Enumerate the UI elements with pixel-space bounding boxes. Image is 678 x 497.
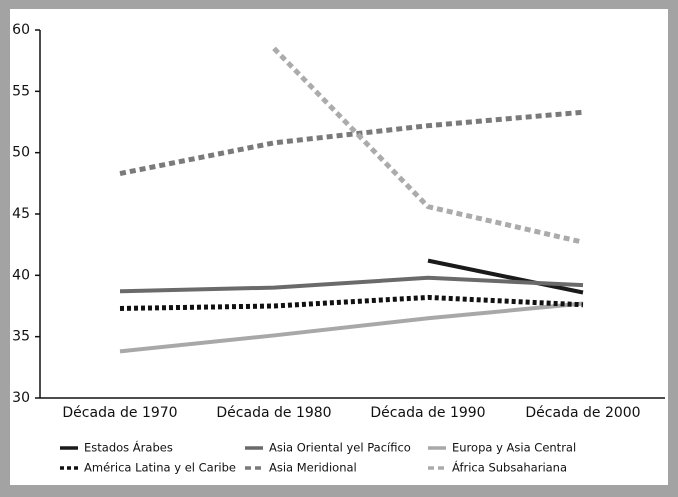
series-line: [119, 294, 584, 311]
legend-label: Asia Oriental yel Pacífico: [269, 441, 411, 455]
series-line: [427, 258, 584, 295]
y-tick-label: 35: [12, 329, 30, 345]
legend-label: Estados Árabes: [84, 440, 173, 455]
legend-label: Asia Meridional: [269, 461, 357, 475]
legend-label: África Subsahariana: [452, 460, 567, 475]
series-line: [119, 275, 584, 294]
x-tick-label: Década de 2000: [525, 405, 640, 421]
series-line: [119, 109, 584, 176]
y-tick-label: 40: [12, 267, 30, 283]
y-tick-label: 50: [12, 145, 30, 161]
legend-label: América Latina y el Caribe: [84, 461, 236, 475]
x-tick-label: Década de 1990: [370, 405, 485, 421]
y-tick-label: 60: [12, 22, 30, 38]
y-tick-label: 45: [12, 206, 30, 222]
chart-panel: [10, 9, 668, 485]
legend-label: Europa y Asia Central: [452, 441, 576, 455]
series-line: [272, 46, 584, 245]
series-line: [119, 301, 584, 354]
y-tick-label: 55: [12, 83, 30, 99]
x-tick-label: Década de 1980: [216, 405, 331, 421]
x-tick-label: Década de 1970: [62, 405, 177, 421]
y-tick-label: 30: [12, 390, 30, 406]
